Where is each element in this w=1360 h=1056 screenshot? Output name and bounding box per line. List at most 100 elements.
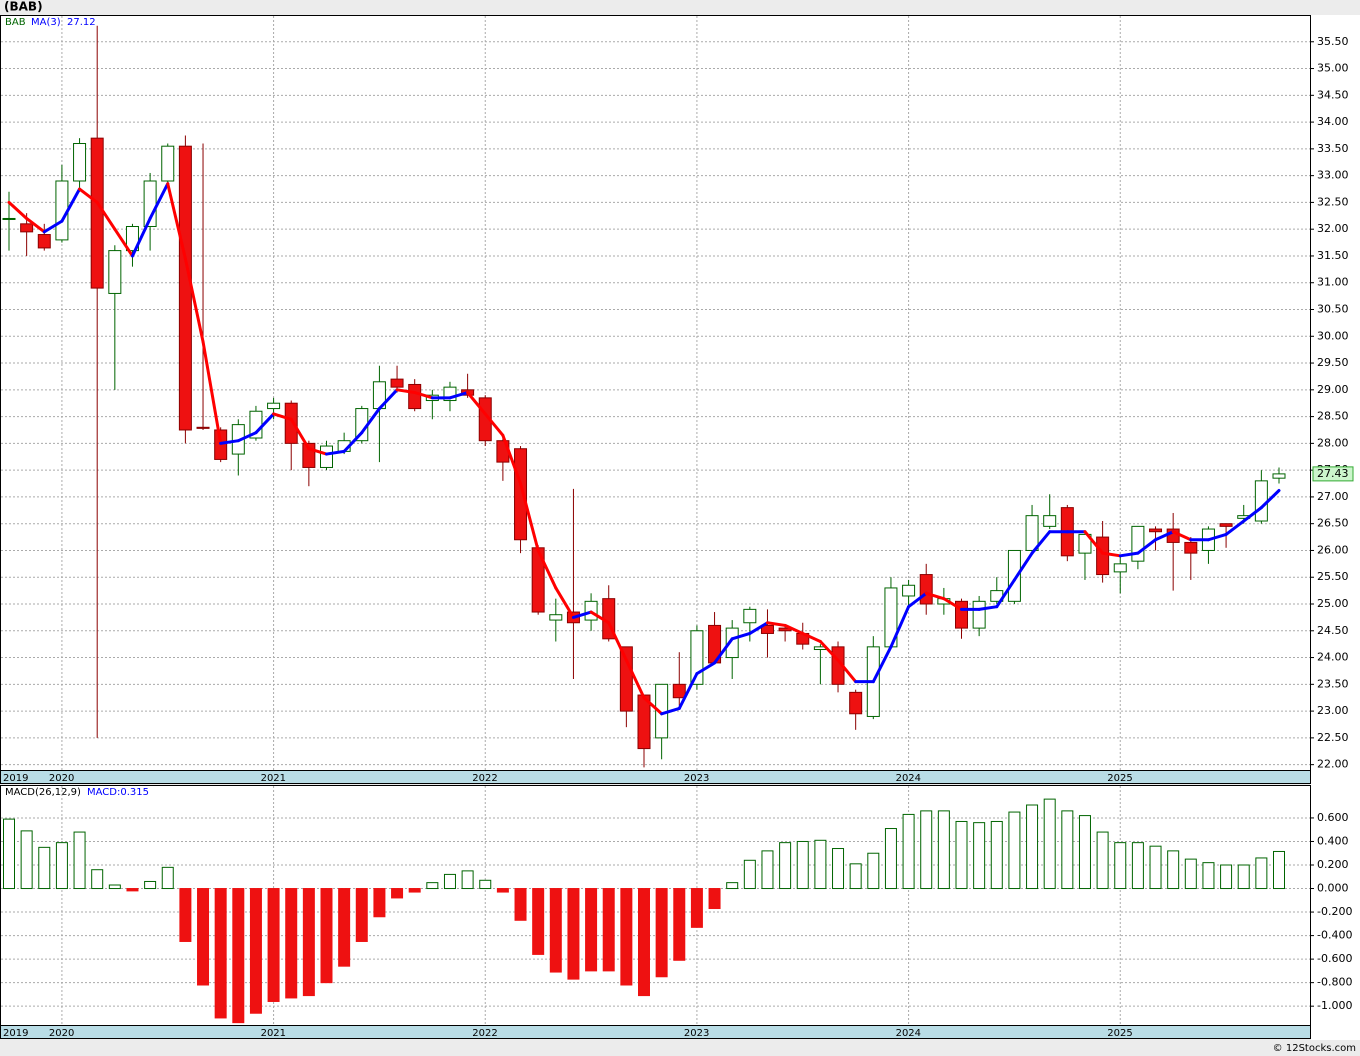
candle-body [20, 223, 34, 233]
ma-segment [342, 431, 364, 453]
macd-bar [443, 873, 456, 890]
legend-entry: BAB [5, 17, 26, 28]
macd-bar [161, 866, 174, 890]
y-tick-label: -1.000 [1317, 999, 1352, 1012]
candle-body [178, 145, 192, 431]
macd-bar [108, 884, 121, 890]
y-tick-label: -0.200 [1317, 905, 1352, 918]
y-tick-label: 28.00 [1317, 436, 1349, 449]
ma-segment [1101, 551, 1122, 558]
macd-panel [0, 785, 1311, 1026]
ma-segment [889, 605, 911, 649]
y-tick-label: 22.00 [1317, 758, 1349, 771]
ma-segment [325, 449, 346, 456]
candle-body [161, 145, 175, 182]
ma-segment [677, 672, 699, 710]
ma-segment [272, 412, 293, 421]
macd-bar [1078, 815, 1091, 890]
last-price-label: 27.43 [1317, 467, 1349, 480]
macd-bar [55, 842, 68, 890]
macd-bar [1237, 864, 1250, 890]
x-tick-label: 2024 [896, 773, 921, 784]
ma-segment [130, 216, 152, 258]
candle-body [672, 683, 686, 699]
last-price-badge [1312, 466, 1354, 482]
x-tick-label: 2025 [1107, 1028, 1132, 1039]
ma-segment [571, 610, 593, 619]
macd-bar [1184, 858, 1197, 890]
ma-segment [765, 621, 787, 627]
candle-body [1007, 549, 1021, 602]
ma-segment [466, 391, 487, 416]
macd-bar [955, 820, 968, 890]
y-tick-label: -0.600 [1317, 952, 1352, 965]
y-tick-label: 35.50 [1317, 35, 1349, 48]
candle-body [1254, 480, 1268, 522]
candle-body [408, 383, 422, 410]
macd-bar [479, 879, 492, 890]
y-tick-label: 34.00 [1317, 115, 1349, 128]
candle-body [1078, 533, 1092, 554]
macd-bar [373, 888, 386, 918]
macd-bar [532, 888, 545, 955]
candle-body [1096, 536, 1110, 576]
ma-segment [1224, 519, 1246, 536]
y-tick-label: 35.00 [1317, 62, 1349, 75]
x-tick-label: 2021 [261, 1028, 286, 1039]
candle-body [1184, 541, 1198, 554]
ma-segment [42, 219, 64, 234]
ma-segment [360, 407, 381, 435]
candle-body [1219, 523, 1233, 527]
candle-body [1113, 563, 1127, 573]
macd-bar [743, 859, 756, 890]
macd-bar [461, 870, 474, 890]
ma-segment [7, 200, 29, 220]
y-tick-label: 26.00 [1317, 543, 1349, 556]
ma-segment [60, 187, 82, 223]
y-tick-label: 25.50 [1317, 570, 1349, 583]
date-band [0, 770, 1311, 784]
ma-segment [801, 631, 822, 643]
x-tick-label: 2020 [49, 1028, 74, 1039]
y-tick-label: 34.50 [1317, 88, 1349, 101]
macd-bar [1026, 804, 1039, 890]
ma-segment [1154, 530, 1175, 542]
candle-body [549, 614, 563, 621]
macd-bar [585, 888, 598, 972]
macd-bar [3, 818, 15, 890]
y-tick-label: 23.50 [1317, 677, 1349, 690]
candle-body [320, 445, 333, 468]
macd-bar [920, 810, 933, 890]
y-tick-label: -0.400 [1317, 929, 1352, 942]
ma-segment [1206, 532, 1228, 542]
y-tick-label: 30.00 [1317, 329, 1349, 342]
macd-bar [73, 831, 86, 890]
y-tick-label: 28.50 [1317, 410, 1349, 423]
candle-body [284, 402, 298, 444]
y-tick-label: 33.50 [1317, 142, 1349, 155]
macd-bar [1255, 857, 1268, 890]
candle-body [1025, 515, 1039, 551]
price-panel [0, 15, 1311, 771]
x-tick-label: 2022 [472, 773, 497, 784]
ma-segment [219, 439, 240, 445]
macd-bar [426, 882, 439, 890]
x-tick-label: 2023 [684, 773, 709, 784]
ma-segment [1136, 538, 1158, 555]
macd-bar [1043, 798, 1056, 890]
ma-segment [254, 412, 276, 435]
ma-segment [554, 586, 575, 619]
x-tick-label: 2021 [261, 773, 286, 784]
macd-bar [655, 888, 668, 978]
ma-segment [1259, 488, 1281, 510]
ma-segment [25, 216, 46, 234]
macd-bar [1273, 850, 1285, 890]
y-tick-label: 29.50 [1317, 356, 1349, 369]
y-tick-label: 23.00 [1317, 704, 1349, 717]
ma-segment [377, 388, 399, 411]
ma-segment [483, 412, 505, 437]
macd-bar [285, 888, 298, 999]
candle-body [919, 574, 933, 605]
ma-segment [907, 591, 928, 609]
y-tick-label: 31.00 [1317, 276, 1349, 289]
